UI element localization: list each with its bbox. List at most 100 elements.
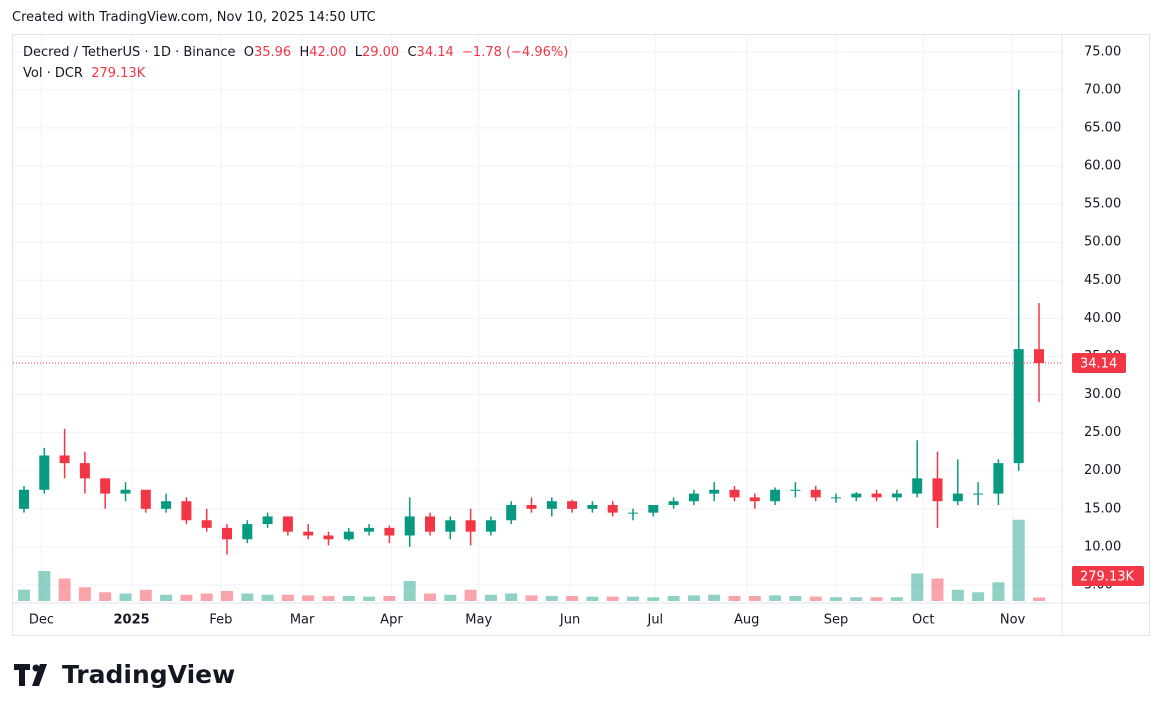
l-val: 29.00 — [361, 45, 400, 60]
candle-body — [851, 493, 862, 498]
volume-tag-label: 279.13K — [1080, 570, 1134, 585]
o-key: O — [243, 45, 254, 60]
candle-body — [100, 478, 111, 494]
y-tick-label: 30.00 — [1084, 387, 1121, 402]
candle-body — [932, 478, 943, 502]
volume-bar — [789, 596, 802, 601]
volume-bar — [99, 592, 112, 601]
candle-body — [425, 516, 435, 532]
y-tick-label: 20.00 — [1084, 463, 1121, 478]
x-tick-label: 2025 — [113, 613, 149, 628]
candle-body — [181, 501, 192, 521]
y-tick-label: 55.00 — [1084, 197, 1121, 212]
l-key: L — [354, 45, 362, 60]
candle-body — [790, 489, 801, 491]
volume-bar — [342, 596, 355, 601]
volume-bar — [951, 589, 964, 601]
y-tick-label: 60.00 — [1084, 159, 1121, 174]
volume-bar — [992, 582, 1005, 601]
candle-body — [364, 527, 375, 532]
volume-bar — [1033, 597, 1045, 601]
candle-body — [323, 535, 334, 540]
candle-body — [993, 463, 1004, 494]
candle-body — [628, 512, 638, 514]
candle-body — [871, 493, 882, 498]
x-tick-label: Oct — [912, 613, 934, 628]
volume-bar — [464, 589, 477, 601]
x-tick-label: Mar — [290, 613, 315, 628]
y-tick-label: 15.00 — [1084, 501, 1121, 516]
x-tick-label: Feb — [209, 613, 232, 628]
candle-body — [952, 493, 963, 502]
x-tick-label: Apr — [380, 613, 403, 628]
volume-bar — [58, 578, 71, 601]
price-tag — [1072, 353, 1126, 374]
volume-bar — [687, 595, 700, 601]
y-tick-label: 45.00 — [1084, 273, 1121, 288]
volume-bar — [484, 594, 497, 601]
volume-tag — [1072, 566, 1144, 586]
candle-body — [222, 527, 232, 540]
volume-bar — [830, 597, 842, 601]
candle-body — [242, 524, 253, 540]
change: −1.78 (−4.96%) — [462, 45, 569, 60]
candle-body — [668, 501, 679, 506]
volume-bar — [119, 593, 132, 601]
x-tick-label: Nov — [1000, 613, 1026, 628]
y-tick-label: 75.00 — [1084, 44, 1121, 59]
candle-body — [465, 520, 476, 532]
candle-body — [120, 489, 131, 494]
y-tick-label: 50.00 — [1084, 235, 1121, 250]
volume-bar — [505, 593, 518, 601]
candle-body — [770, 489, 781, 502]
volume-bar — [322, 596, 335, 601]
candle-body — [729, 489, 740, 498]
volume-bar — [302, 595, 315, 601]
candle-body — [59, 455, 70, 464]
candle-body — [749, 497, 760, 502]
x-tick-label: May — [465, 613, 492, 628]
volume-bar — [911, 573, 924, 601]
volume-bar — [525, 595, 538, 601]
x-tick-label: Jul — [646, 613, 663, 628]
volume-bar — [606, 596, 619, 601]
volume-bar — [972, 592, 985, 601]
candle-body — [485, 520, 496, 532]
volume-bar — [809, 596, 822, 601]
candle-body — [688, 493, 699, 502]
candle-body — [546, 501, 557, 509]
volume-bar — [261, 594, 274, 601]
logo: TradingView — [14, 660, 235, 689]
x-tick-label: Dec — [29, 613, 54, 628]
candle-body — [831, 497, 841, 499]
volume-bar — [627, 596, 639, 601]
volume-bar — [363, 596, 376, 601]
volume-bar — [870, 597, 883, 601]
volume-title: Vol · DCR — [23, 66, 83, 81]
volume-bar — [647, 597, 660, 601]
h-key: H — [299, 45, 310, 60]
candle-body — [384, 527, 395, 536]
candle-body — [303, 531, 314, 536]
volume-bar — [139, 589, 152, 601]
c-val: 34.14 — [416, 45, 454, 60]
candle-body — [891, 493, 902, 498]
candle-body — [810, 489, 821, 498]
volume-bar — [931, 578, 944, 601]
candle-body — [506, 505, 517, 521]
candle-body — [912, 478, 923, 494]
brand: TradingView — [62, 660, 235, 689]
candle-body — [1013, 349, 1024, 464]
candle-body — [79, 463, 90, 479]
candle-body — [282, 516, 293, 532]
volume-bar — [748, 596, 761, 601]
candle-body — [19, 489, 29, 509]
candle-body — [648, 505, 659, 513]
y-tick-label: 10.00 — [1084, 539, 1121, 554]
volume-bar — [667, 596, 680, 601]
volume-bar — [180, 594, 193, 601]
volume-bar — [221, 591, 233, 601]
c-key: C — [407, 45, 417, 60]
volume-bar — [850, 597, 863, 601]
volume-bar — [200, 593, 213, 601]
